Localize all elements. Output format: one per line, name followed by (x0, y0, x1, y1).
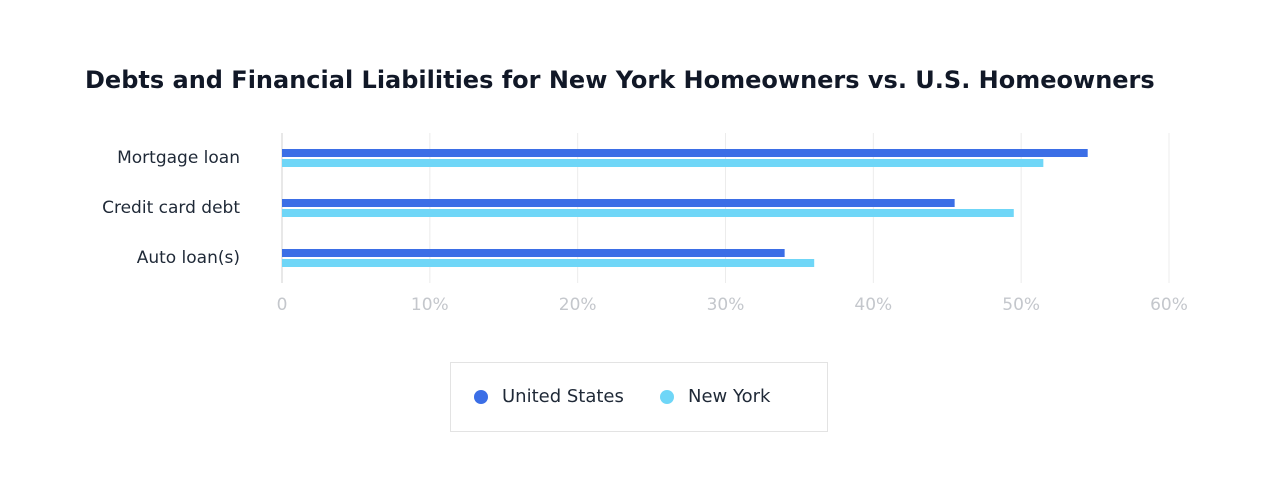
chart-title: Debts and Financial Liabilities for New … (85, 66, 1155, 94)
x-tick-label: 20% (559, 295, 597, 315)
x-tick-label: 10% (411, 295, 449, 315)
legend-label: New York (688, 386, 771, 407)
x-tick-label: 0 (277, 295, 288, 315)
x-tick-label: 60% (1150, 295, 1188, 315)
bar (282, 149, 1088, 157)
legend-box (450, 362, 828, 432)
x-tick-label: 40% (854, 295, 892, 315)
x-tick-label: 30% (707, 295, 745, 315)
y-tick-label: Auto loan(s) (137, 248, 240, 268)
legend-marker (660, 390, 674, 404)
bar (282, 209, 1014, 217)
bar (282, 159, 1044, 167)
bar (282, 249, 785, 257)
x-tick-label: 50% (1002, 295, 1040, 315)
y-tick-label: Credit card debt (102, 198, 240, 218)
y-tick-label: Mortgage loan (117, 148, 240, 168)
bar (282, 259, 815, 267)
bar (282, 199, 955, 207)
legend-label: United States (502, 386, 624, 407)
legend-marker (474, 390, 488, 404)
